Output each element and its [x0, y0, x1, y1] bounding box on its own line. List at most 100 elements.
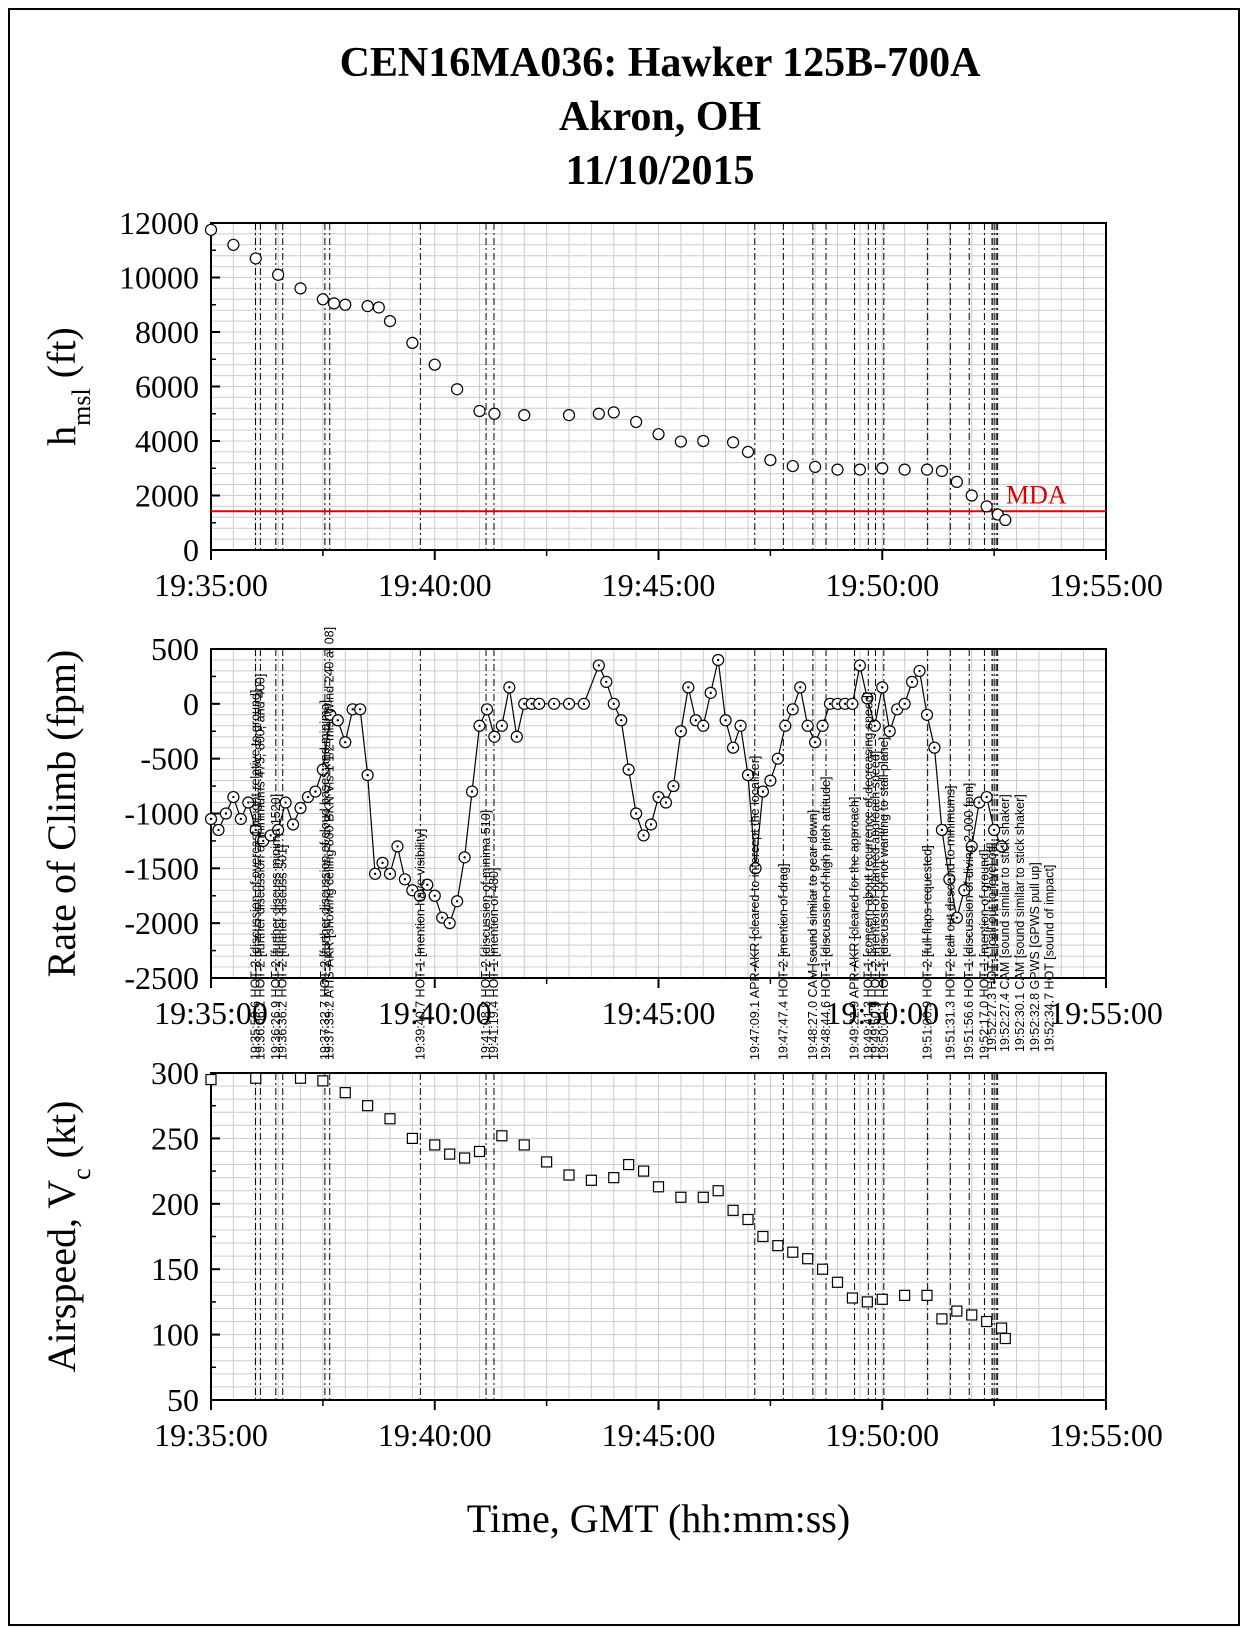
data-point [980, 500, 993, 513]
data-point-dot [508, 686, 511, 689]
data-point [372, 301, 385, 314]
data-point [727, 1204, 739, 1216]
y-tick-label: 300 [151, 1055, 199, 1091]
data-point-dot [843, 702, 847, 706]
data-point-dot [366, 773, 369, 777]
data-point-dot [478, 724, 481, 727]
data-point [327, 297, 341, 310]
y-tick-label: 100 [151, 1317, 199, 1353]
data-point [563, 1169, 575, 1181]
data-point-dot [612, 702, 615, 706]
data-point-dot [493, 735, 496, 738]
data-point-dot [224, 812, 228, 815]
data-point-dot [724, 719, 727, 722]
data-point-dot [582, 702, 586, 706]
event-annotation: 19:36:26.9 HOT-2 [further discuss minima… [269, 794, 283, 1060]
data-point-dot [515, 735, 518, 738]
event-annotation: 19:49:22.9 APR-AKR [cleared for the appr… [848, 797, 862, 1060]
event-annotation: 19:52:27.4 CAM [sound similar to stick s… [998, 794, 1012, 1052]
data-point-dot [679, 730, 683, 733]
data-point [757, 1230, 769, 1243]
data-point-dot [433, 894, 436, 897]
data-point [786, 459, 799, 473]
event-annotation: 19:51:00.9 HOT-2 [full flaps requested] [921, 845, 935, 1060]
data-point-dot [403, 878, 407, 881]
data-point [451, 383, 464, 396]
data-point-dot [470, 790, 474, 793]
event-annotation: 19:37:39.2 ATIS-AKR [showing ceiling 800… [323, 627, 337, 1060]
data-point [772, 1240, 784, 1252]
event-annotation: 19:47:47.4 HOT-2 [mention of drag] [776, 863, 790, 1060]
data-point [697, 434, 710, 448]
x-tick-label: 19:50:00 [825, 567, 939, 603]
event-annotation: 19:49:41.3 HOT-1 [concern about recurren… [861, 692, 875, 1060]
y-tick-label: 200 [151, 1186, 199, 1222]
data-point [853, 463, 866, 476]
data-point-dot [895, 708, 899, 711]
data-point [473, 404, 486, 418]
data-point [294, 282, 307, 295]
y-tick-label: 0 [183, 686, 199, 722]
data-point [995, 1322, 1008, 1334]
chart-title: CEN16MA036: Hawker 125B-700A Akron, OH 1… [0, 36, 1252, 198]
data-point-dot [411, 889, 414, 892]
data-point [361, 300, 374, 313]
data-point-dot [754, 867, 757, 870]
data-point-dot [702, 724, 705, 727]
y-tick-label: -1000 [124, 796, 199, 832]
data-point [966, 1309, 978, 1321]
event-annotation: 19:52:17.0 HOT-1 [mention of ground] [977, 849, 991, 1060]
data-point [444, 1148, 456, 1160]
data-point [227, 238, 240, 251]
data-point [317, 1075, 329, 1087]
data-point-dot [664, 801, 668, 804]
data-point [675, 1191, 687, 1203]
data-point [518, 1139, 530, 1151]
y-tick-label: 0 [183, 532, 199, 568]
y-tick-label: 4000 [135, 423, 199, 459]
data-point-dot [799, 686, 802, 689]
event-annotations: 19:35:59.6 HOT-2 [discussion of overcast… [248, 627, 1056, 1060]
data-point-dot [441, 916, 444, 919]
data-point-dot [232, 795, 235, 799]
x-tick-label: 19:50:00 [825, 995, 939, 1031]
data-point-dot [530, 702, 533, 706]
data-point [592, 407, 605, 420]
data-point-dot [978, 801, 981, 804]
data-point [630, 415, 643, 429]
data-point [473, 1145, 486, 1158]
data-point [496, 1130, 508, 1142]
data-point-dot [276, 828, 280, 832]
figure-frame [8, 8, 1240, 1626]
x-tick-label: 19:55:00 [1049, 1417, 1163, 1453]
title-line-1: CEN16MA036: Hawker 125B-700A [339, 40, 981, 86]
data-point [541, 1156, 553, 1168]
event-annotation: 19:41:19.4 HOT-1 [mention of 480] [487, 868, 501, 1060]
data-point [935, 464, 949, 478]
event-annotation: 19:47:09.1 APR-AKR [cleared to intercept… [748, 756, 762, 1060]
data-point [965, 489, 978, 502]
y-tick-label: 50 [167, 1382, 199, 1418]
y-axis-title: hmsl (ft) [39, 327, 96, 446]
data-point-dot [500, 724, 504, 727]
data-point-dot [784, 724, 787, 727]
data-point-dot [426, 883, 429, 886]
data-point-dot [739, 724, 742, 727]
data-point-dot [836, 702, 839, 706]
data-point-dot [1000, 845, 1003, 848]
data-point-dot [873, 724, 876, 727]
data-point-dot [791, 708, 794, 711]
data-point [249, 252, 262, 265]
data-point-dot [776, 757, 780, 760]
data-point-dot [716, 658, 720, 662]
event-annotation: 19:52:30.1 CAM [sound similar to stick s… [1013, 794, 1027, 1052]
data-point-dot [254, 828, 257, 832]
data-point-dot [992, 828, 996, 832]
x-tick-label: 19:55:00 [1049, 567, 1163, 603]
x-tick-label: 19:40:00 [378, 995, 492, 1031]
data-point-dot [463, 856, 466, 859]
data-point-dot [866, 697, 869, 700]
data-point [674, 435, 687, 448]
data-point-dot [858, 664, 862, 667]
